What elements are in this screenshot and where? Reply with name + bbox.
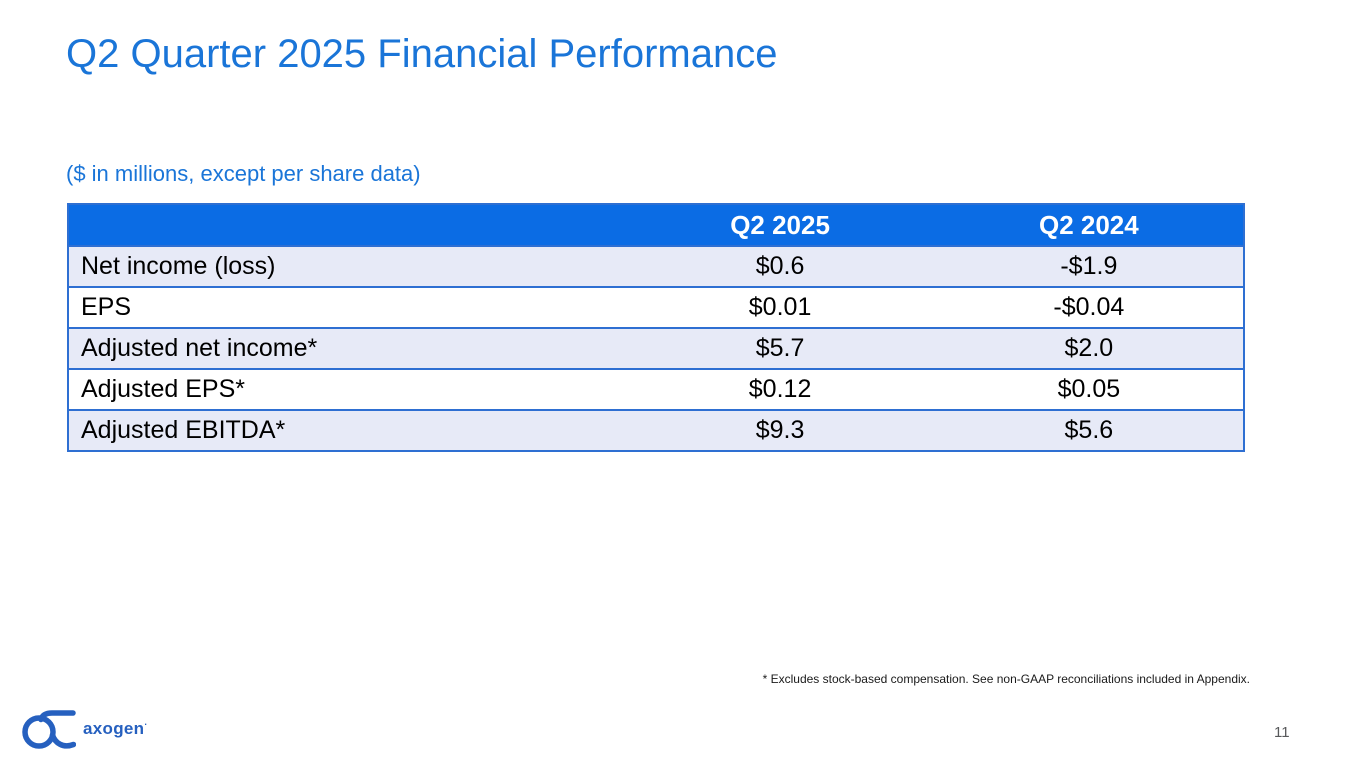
metric-label: Net income (loss) [68,245,626,287]
table-header-row: Q2 2025 Q2 2024 [68,204,1244,246]
value-q2-2024: -$0.04 [934,286,1244,328]
value-q2-2024: $0.05 [934,368,1244,410]
metric-label: Adjusted EPS* [68,368,626,410]
header-q2-2024: Q2 2024 [934,204,1244,246]
table-row: Adjusted EPS* $0.12 $0.05 [68,368,1244,410]
page-title: Q2 Quarter 2025 Financial Performance [66,32,778,76]
value-q2-2024: -$1.9 [934,245,1244,287]
value-q2-2025: $9.3 [625,409,935,451]
axogen-logo-icon [22,710,76,749]
value-q2-2025: $0.01 [625,286,935,328]
logo-trademark-dot: · [144,718,148,729]
metric-label: EPS [68,286,626,328]
units-caption: ($ in millions, except per share data) [66,161,421,186]
metric-label: Adjusted EBITDA* [68,409,626,451]
value-q2-2025: $0.6 [625,245,935,287]
logo-wordmark: axogen [83,718,145,738]
value-q2-2025: $0.12 [625,368,935,410]
table-row: Adjusted EBITDA* $9.3 $5.6 [68,409,1244,451]
value-q2-2025: $5.7 [625,327,935,369]
financial-table: Q2 2025 Q2 2024 Net income (loss) $0.6 -$1… [67,203,1245,452]
header-q2-2025: Q2 2025 [625,204,935,246]
page-number: 11 [1274,724,1290,741]
value-q2-2024: $2.0 [934,327,1244,369]
logo: axogen· [16,703,148,751]
financial-table-body: Net income (loss) $0.6 -$1.9 EPS $0.01 -$0.04… [68,245,1244,451]
value-q2-2024: $5.6 [934,409,1244,451]
metric-label: Adjusted net income* [68,327,626,369]
header-metric-column [68,204,626,246]
table-row: Net income (loss) $0.6 -$1.9 [68,245,1244,287]
table-row: EPS $0.01 -$0.04 [68,286,1244,328]
logo-text: axogen· [83,718,148,738]
table-row: Adjusted net income* $5.7 $2.0 [68,327,1244,369]
footnote: * Excludes stock-based compensation. See… [762,672,1250,686]
